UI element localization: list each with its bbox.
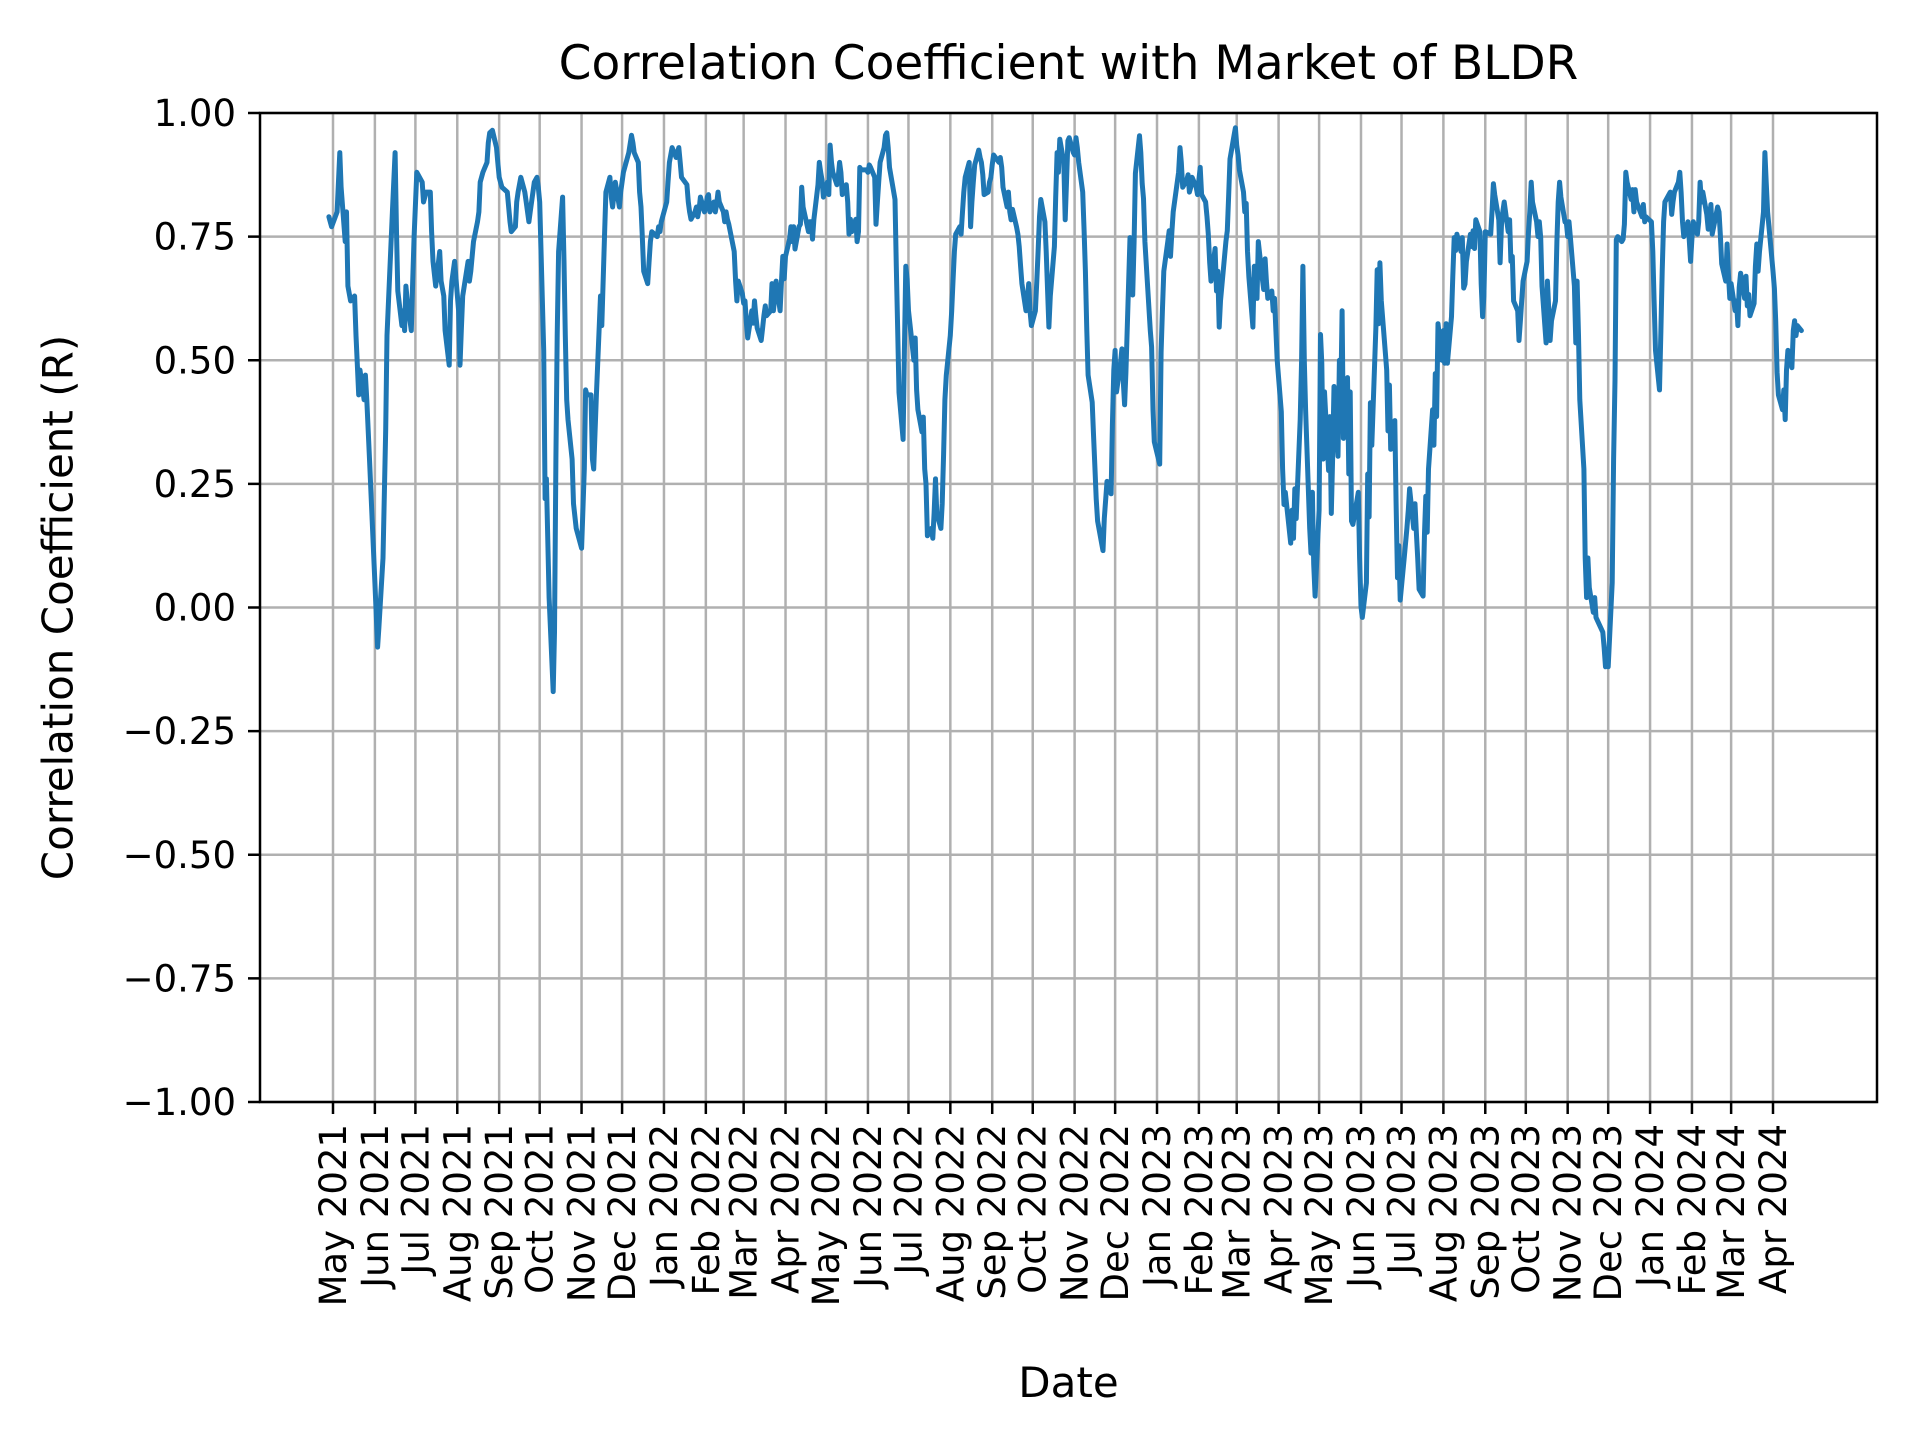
x-tick-label: Jun 2023 xyxy=(1340,1124,1383,1290)
x-tick-label: Feb 2024 xyxy=(1671,1124,1714,1295)
x-tick-label: Jun 2021 xyxy=(354,1124,397,1290)
x-tick-label: Sep 2022 xyxy=(971,1124,1014,1300)
x-tick-label: Jan 2024 xyxy=(1629,1124,1672,1289)
x-tick-label: Oct 2021 xyxy=(519,1124,562,1294)
x-tick-label: Jan 2023 xyxy=(1136,1124,1179,1289)
x-tick-label: May 2022 xyxy=(805,1124,848,1306)
x-tick-label: Sep 2021 xyxy=(478,1124,521,1300)
x-tick-label: Aug 2023 xyxy=(1422,1124,1465,1302)
y-tick-label: −0.25 xyxy=(123,710,236,753)
x-tick-label: May 2021 xyxy=(312,1124,355,1306)
y-tick-label: 0.75 xyxy=(154,216,236,259)
x-tick-label: Jul 2021 xyxy=(394,1124,437,1277)
y-tick-label: −0.50 xyxy=(123,834,236,877)
y-tick-label: 0.25 xyxy=(154,463,236,506)
x-tick-label: Sep 2023 xyxy=(1464,1124,1507,1300)
x-tick-label: Jul 2022 xyxy=(887,1124,930,1277)
x-tick-label: Nov 2022 xyxy=(1054,1124,1097,1302)
y-tick-label: −0.75 xyxy=(123,957,236,1000)
y-tick-label: 1.00 xyxy=(154,92,236,135)
x-tick-label: Aug 2021 xyxy=(436,1124,479,1302)
x-tick-label: Mar 2023 xyxy=(1216,1124,1259,1300)
x-tick-label: Feb 2023 xyxy=(1178,1124,1221,1295)
x-tick-label: Oct 2022 xyxy=(1012,1124,1055,1294)
x-tick-label: Nov 2021 xyxy=(561,1124,604,1302)
x-tick-label: Apr 2023 xyxy=(1258,1124,1301,1294)
y-tick-label: 0.00 xyxy=(154,587,236,630)
x-tick-label: Apr 2022 xyxy=(765,1124,808,1294)
x-tick-label: Feb 2022 xyxy=(685,1124,728,1295)
x-tick-label: Dec 2021 xyxy=(601,1124,644,1302)
x-tick-label: Mar 2022 xyxy=(723,1124,766,1300)
x-tick-label: Apr 2024 xyxy=(1752,1124,1795,1294)
x-tick-label: Jan 2022 xyxy=(643,1124,686,1289)
y-tick-label: −1.00 xyxy=(123,1081,236,1124)
data-line xyxy=(326,125,1804,695)
x-tick-label: Mar 2024 xyxy=(1710,1124,1753,1300)
x-axis-label: Date xyxy=(1018,1358,1119,1407)
y-tick-label: 0.50 xyxy=(154,339,236,382)
x-tick-label: May 2023 xyxy=(1298,1124,1341,1306)
x-tick-label: Aug 2022 xyxy=(929,1124,972,1302)
x-tick-label: Dec 2022 xyxy=(1094,1124,1137,1302)
x-tick-label: Dec 2023 xyxy=(1587,1124,1630,1302)
y-axis-label: Correlation Coefficient (R) xyxy=(33,334,83,881)
chart-title: Correlation Coefficient with Market of B… xyxy=(558,36,1579,91)
x-tick-label: Jul 2023 xyxy=(1381,1124,1424,1277)
x-tick-label: Jun 2022 xyxy=(847,1124,890,1290)
x-tick-label: Nov 2023 xyxy=(1547,1124,1590,1302)
x-tick-label: Oct 2023 xyxy=(1505,1124,1548,1294)
